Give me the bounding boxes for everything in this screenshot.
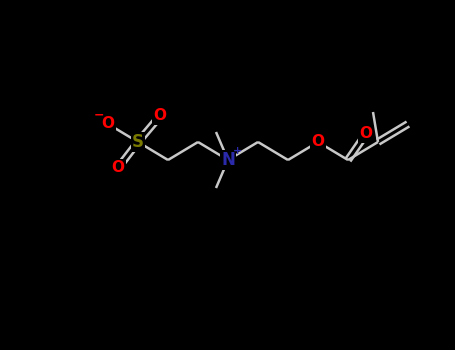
- Text: O: O: [312, 134, 324, 149]
- Text: O: O: [111, 161, 125, 175]
- Text: O: O: [359, 126, 373, 141]
- Text: −: −: [94, 108, 104, 121]
- Text: O: O: [153, 108, 167, 124]
- Text: O: O: [101, 117, 115, 132]
- Text: N: N: [221, 151, 235, 169]
- Text: +: +: [233, 146, 242, 156]
- Text: S: S: [132, 133, 144, 151]
